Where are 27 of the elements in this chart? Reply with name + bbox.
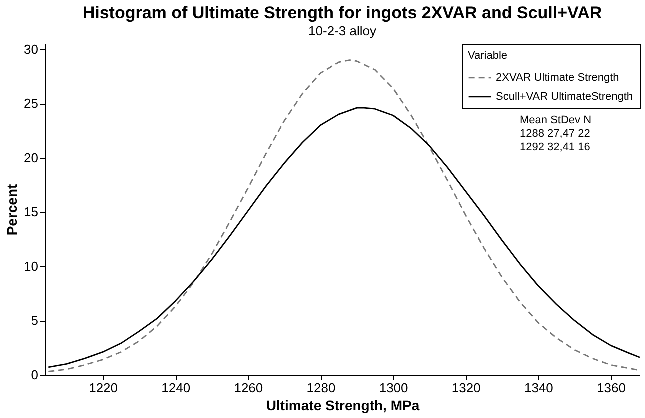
y-tick-label: 30 (24, 42, 38, 57)
legend-label: Scull+VAR UltimateStrength (496, 91, 634, 103)
line-series (48, 60, 640, 372)
y-tick-label: 15 (24, 204, 38, 220)
x-tick-label: 1340 (524, 380, 554, 396)
x-tick-label: 1300 (379, 380, 408, 396)
x-tick-label: 1360 (597, 380, 626, 396)
chart-title: Histogram of Ultimate Strength for ingots 2XVAR and Scull+VAR (82, 3, 602, 22)
x-tick-label: 1260 (234, 380, 264, 396)
chart-subtitle: 10-2-3 alloy (308, 23, 377, 38)
y-tick-label: 0 (31, 368, 38, 382)
legend-title: Variable (468, 50, 508, 62)
line-series (48, 107, 640, 368)
annotation: Mean StDev N (520, 114, 592, 127)
x-axis-title: Ultimate Strength, MPa (266, 398, 420, 414)
y-tick-label: 5 (31, 313, 38, 328)
x-tick-label: 1240 (162, 380, 191, 396)
x-tick-label: 1280 (306, 380, 336, 396)
y-axis-title: Percent (4, 184, 20, 236)
annotation: 1288 27,47 22 (520, 128, 590, 140)
y-tick-label: 10 (24, 258, 38, 274)
y-tick-label: 25 (24, 96, 38, 112)
annotation: 1292 32,41 16 (520, 141, 590, 154)
legend-label: 2XVAR Ultimate Strength (496, 72, 620, 84)
y-tick-label: 20 (24, 150, 38, 166)
x-tick-label: 1220 (89, 380, 118, 396)
x-tick-label: 1320 (452, 380, 481, 396)
